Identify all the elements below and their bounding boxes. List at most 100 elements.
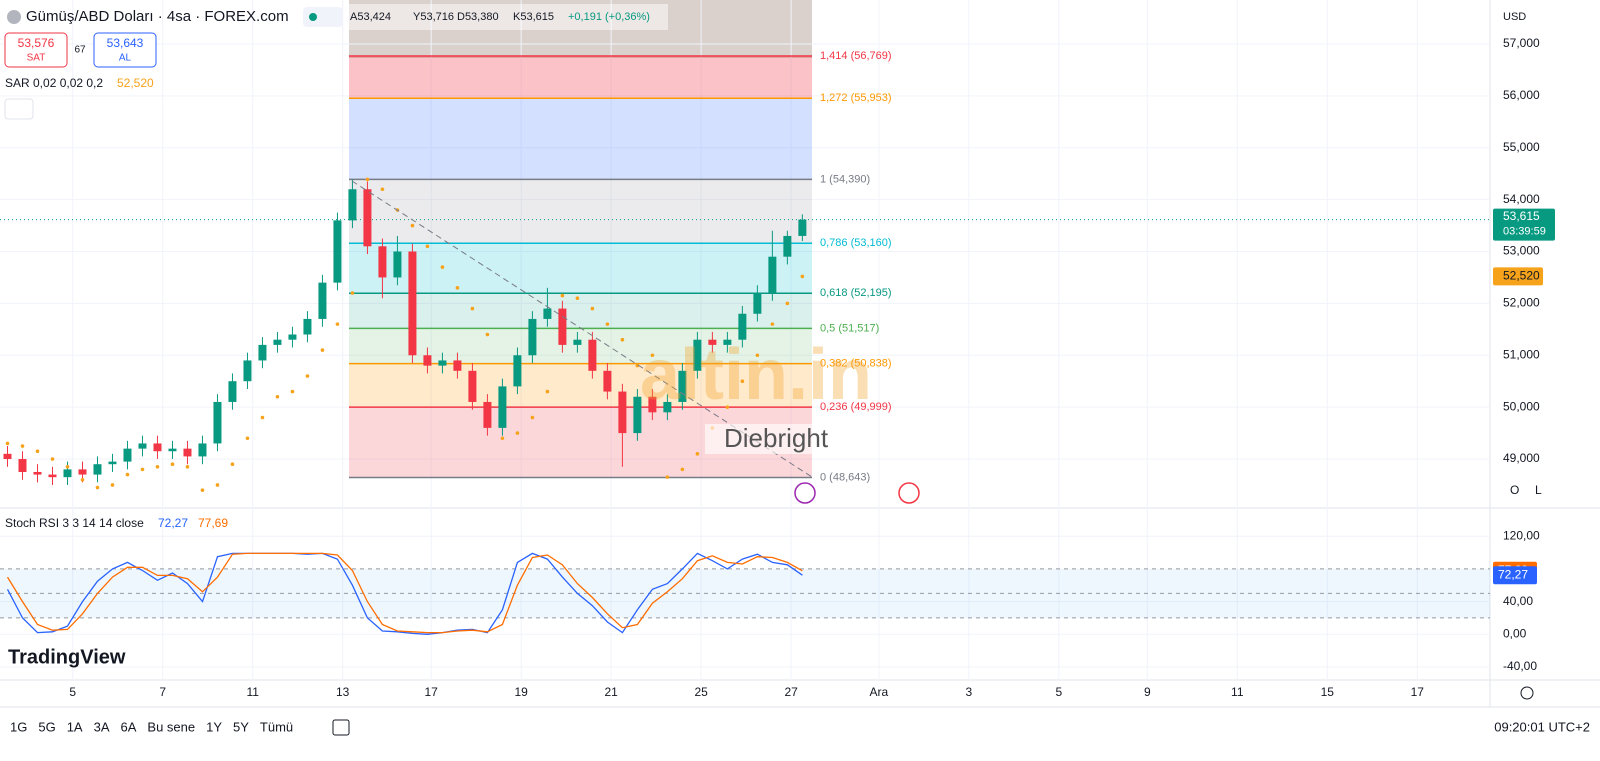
sar-dot [740,379,745,383]
sar-dot [545,389,550,394]
sar-dot [440,265,445,269]
candle-body [138,443,147,449]
sar-dot [35,449,40,454]
candle-body [738,313,747,340]
y-tick-label: 52,000 [1503,296,1540,310]
status-badge [303,7,343,27]
scale-button[interactable]: O [1510,483,1519,497]
ohlc-high: Y53,716 [413,11,454,23]
range-button[interactable]: 1G [10,719,27,734]
candle-body [468,370,477,402]
candle-body [753,293,762,314]
x-tick-label: 25 [694,685,708,699]
range-button[interactable]: 5Y [233,719,249,734]
sar-dot [260,415,265,420]
y-tick-label: 0,00 [1503,626,1527,640]
sar-dot [95,485,100,490]
y-tick-label: 40,00 [1503,594,1533,608]
fib-band [349,293,812,329]
sar-dot [455,286,460,290]
candle-body [558,308,567,345]
sar-dot [620,337,625,342]
candle-body [528,318,537,356]
candle-body [423,355,432,366]
currency-button[interactable] [1497,6,1533,28]
fib-label: 0,236 (49,999) [820,401,892,413]
fib-label: 1,414 (56,769) [820,50,892,62]
candle-body [108,461,117,465]
candle-body [438,360,447,366]
sar-dot [170,462,175,467]
buy-label: AL [119,53,132,64]
sell-price: 53,576 [18,36,55,50]
sar-dot [185,464,190,469]
ohlc-low: D53,380 [457,11,499,23]
sell-button[interactable] [4,32,68,68]
sar-dot [65,464,70,469]
sar-dot [20,444,25,448]
sar-dot [245,436,250,441]
stoch-legend-d: 77,69 [198,516,228,530]
sar-dot [695,452,700,456]
watermark: altin.in [640,335,872,415]
sell-label: SAT [27,53,46,64]
plot-layer: 1,414 (56,769) 1,272 (55,953) 1 (54,390) 0,… [0,0,1490,680]
y-tick-label: 57,000 [1503,36,1540,50]
fib-label: 0,382 (50,838) [820,358,892,370]
sar-dot [110,483,115,487]
range-button[interactable]: Bu sene [147,719,195,734]
candle-body [498,386,507,428]
sar-dot [140,467,145,472]
candle-body [258,344,267,361]
candle-body [198,443,207,457]
date-range-icon[interactable] [332,719,350,736]
sar-legend-value: 52,520 [117,76,154,90]
sar-dot [725,405,730,409]
candle-body [378,246,387,278]
scale-button[interactable]: L [1535,483,1542,497]
sar-dot [350,291,355,295]
candle-body [303,318,312,335]
y-tick-label: 50,000 [1503,399,1540,413]
x-tick-label: 7 [159,685,166,699]
candle-body [768,256,777,294]
x-tick-label: 27 [784,685,798,699]
range-button[interactable]: 1A [67,719,83,734]
sar-dot [320,348,325,352]
collapse-button[interactable] [4,98,34,120]
event-icon[interactable] [794,482,816,504]
sar-dot [200,488,205,492]
range-button[interactable]: Tümü [260,719,293,734]
range-button[interactable]: 1Y [206,719,222,734]
settings-icon[interactable] [1520,686,1534,700]
x-tick-label: 13 [336,685,350,699]
range-button[interactable]: 6A [121,719,137,734]
range-button[interactable]: 3A [94,719,110,734]
candle-body [723,339,732,345]
x-tick-label: 5 [69,685,76,699]
sar-dot [755,353,760,358]
x-tick-label: 19 [514,685,528,699]
buy-button[interactable] [93,32,157,68]
candle-body [18,459,27,472]
countdown: 03:39:59 [1503,226,1546,238]
fib-band [349,179,812,244]
sar-dot [530,415,535,420]
candle-body [63,469,72,478]
x-tick-label: Ara [870,685,889,699]
sar-dot [605,322,610,326]
candle-body [618,391,627,434]
sar-dot [500,436,505,441]
x-tick-label: 9 [1144,685,1151,699]
clock: 09:20:01 UTC+2 [1494,719,1590,734]
candle-body [408,251,417,356]
sar-dot [335,322,340,326]
candle-body [243,360,252,382]
range-button[interactable]: 5G [38,719,55,734]
currency: USD [1503,11,1526,23]
event-icon[interactable] [898,482,920,504]
sar-badge-label: 52,520 [1503,269,1540,283]
watermark-box [705,424,845,454]
candle-body [123,448,132,462]
